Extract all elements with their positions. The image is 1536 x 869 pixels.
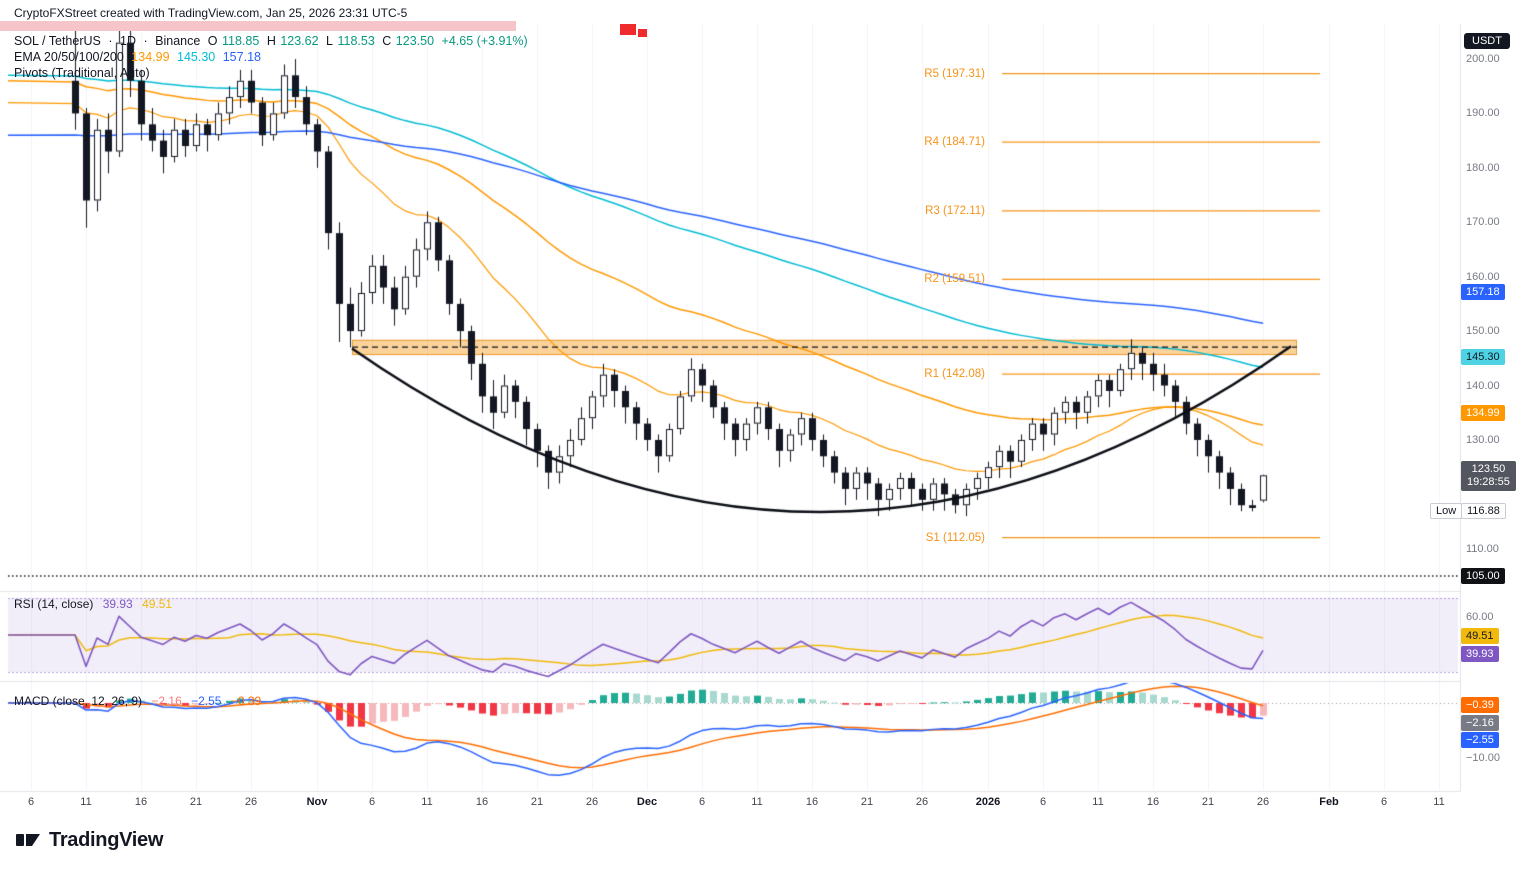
x-tick-label: 11 — [421, 796, 433, 808]
pivots-legend-label: Pivots (Traditional, Auto) — [14, 66, 150, 80]
open-label: O — [207, 34, 218, 48]
x-tick-label: 6 — [368, 796, 376, 808]
x-tick-label: 2026 — [975, 796, 1001, 808]
low-value: 118.53 — [337, 34, 375, 48]
close-value: 123.50 — [395, 34, 435, 48]
pivot-label: R1 (142.08) — [924, 368, 985, 381]
ema-legend-row[interactable]: EMA 20/50/100/200 134.99 145.30 157.18 — [14, 50, 265, 64]
macd-hist-value: −2.16 — [151, 694, 182, 708]
x-tick-label: 11 — [80, 796, 92, 808]
x-tick-label: 11 — [751, 796, 763, 808]
rsi-value: 39.93 — [102, 597, 133, 611]
symbol-legend-row[interactable]: SOL / TetherUS · 1D · Binance O 118.85 H… — [14, 34, 532, 48]
x-tick-label: 6 — [1039, 796, 1047, 808]
symbol-name: SOL / TetherUS — [14, 34, 101, 48]
annotation-marker-1 — [620, 24, 636, 35]
x-tick-label: 16 — [805, 796, 819, 808]
x-tick-label: 16 — [475, 796, 489, 808]
price-axis-badge: 145.30 — [1461, 348, 1505, 365]
x-tick-label: 21 — [860, 796, 874, 808]
open-value: 118.85 — [222, 34, 260, 48]
pivots-legend-row[interactable]: Pivots (Traditional, Auto) — [14, 66, 154, 80]
macd-legend-label: MACD (close, 12, 26, 9) — [14, 694, 143, 708]
x-tick-label: 26 — [585, 796, 599, 808]
x-tick-label: 16 — [1146, 796, 1160, 808]
x-tick-label: 21 — [1201, 796, 1215, 808]
low-label: L — [326, 34, 333, 48]
x-tick-label: 11 — [1092, 796, 1104, 808]
change-value: +4.65 (+3.91%) — [441, 34, 528, 48]
currency-badge: USDT — [1464, 33, 1510, 49]
tradingview-logo-icon — [16, 834, 40, 846]
price-axis-badge: 134.99 — [1461, 404, 1505, 421]
macd-axis-badge: −2.55 — [1461, 732, 1499, 748]
rsi-axis-badge: 49.51 — [1461, 627, 1499, 644]
rsi-tick-label: 60.00 — [1466, 610, 1494, 623]
separator-dot: · — [143, 34, 148, 48]
rsi-ma-value: 49.51 — [142, 597, 173, 611]
tradingview-logo[interactable]: TradingView — [14, 826, 163, 854]
macd-signal-value: −0.39 — [230, 694, 262, 708]
price-axis-badge: 105.00 — [1461, 568, 1505, 584]
ema-blue-value: 157.18 — [222, 50, 261, 64]
macd-legend-row[interactable]: MACD (close, 12, 26, 9) −2.16 −2.55 −0.3… — [14, 694, 267, 708]
x-tick-label: 11 — [1433, 796, 1445, 808]
price-axis-badge: 157.18 — [1461, 284, 1505, 301]
annotation-marker-2 — [638, 29, 647, 37]
x-tick-label: 26 — [1256, 796, 1270, 808]
pivot-label: R2 (159.51) — [924, 273, 985, 286]
x-tick-label: Feb — [1319, 796, 1339, 808]
tradingview-wordmark: TradingView — [49, 828, 164, 851]
x-tick-label: 21 — [189, 796, 203, 808]
macd-axis-badge: −0.39 — [1461, 697, 1499, 713]
x-tick-label: 6 — [27, 796, 35, 808]
last-price-badge: 123.50 19:28:55 — [1461, 461, 1516, 492]
rsi-axis-badge: 39.93 — [1461, 645, 1499, 662]
price-tick-label: 170.00 — [1466, 216, 1500, 229]
high-value: 123.62 — [280, 34, 319, 48]
price-tick-label: 160.00 — [1466, 270, 1500, 283]
annotation-highlight-strip — [0, 21, 516, 31]
x-tick-label: 6 — [698, 796, 706, 808]
price-tick-label: 140.00 — [1466, 379, 1500, 392]
macd-line-value: −2.55 — [191, 694, 222, 708]
x-tick-label: 6 — [1380, 796, 1388, 808]
pivot-label: R3 (172.11) — [925, 204, 985, 217]
x-tick-label: 21 — [530, 796, 544, 808]
pivot-label: S1 (112.05) — [925, 531, 985, 544]
timeframe-label: 1D — [120, 34, 136, 48]
price-tick-label: 180.00 — [1466, 161, 1500, 174]
last-price-value: 123.50 — [1471, 463, 1506, 476]
x-tick-label: 26 — [915, 796, 929, 808]
high-label: H — [266, 34, 276, 48]
x-tick-label: Nov — [306, 796, 328, 808]
ema-cyan-value: 145.30 — [177, 50, 216, 64]
bar-countdown: 19:28:55 — [1467, 476, 1510, 489]
x-tick-label: 16 — [134, 796, 148, 808]
price-tick-label: 130.00 — [1466, 433, 1500, 446]
separator-dot: · — [108, 34, 113, 48]
macd-tick-label: −10.00 — [1466, 752, 1500, 764]
attribution-text: CryptoFXStreet created with TradingView.… — [14, 6, 408, 20]
x-tick-label: Dec — [636, 796, 658, 808]
low-value-badge: 116.88 — [1461, 503, 1506, 520]
macd-axis-badge: −2.16 — [1461, 715, 1499, 731]
pivot-label: R4 (184.71) — [924, 136, 985, 149]
x-tick-label: 26 — [244, 796, 258, 808]
price-tick-label: 150.00 — [1466, 325, 1500, 338]
pivot-label: R5 (197.31) — [924, 67, 985, 80]
rsi-legend-label: RSI (14, close) — [14, 597, 94, 611]
price-tick-label: 200.00 — [1466, 53, 1500, 65]
price-tick-label: 190.00 — [1466, 107, 1500, 120]
rsi-legend-row[interactable]: RSI (14, close) 39.93 49.51 — [14, 597, 178, 611]
close-label: C — [382, 34, 392, 48]
price-tick-label: 110.00 — [1466, 542, 1499, 555]
exchange-label: Binance — [155, 34, 201, 48]
low-label: Low — [1430, 503, 1463, 520]
ema-legend-label: EMA 20/50/100/200 — [14, 50, 124, 64]
ema-orange-value: 134.99 — [131, 50, 170, 64]
